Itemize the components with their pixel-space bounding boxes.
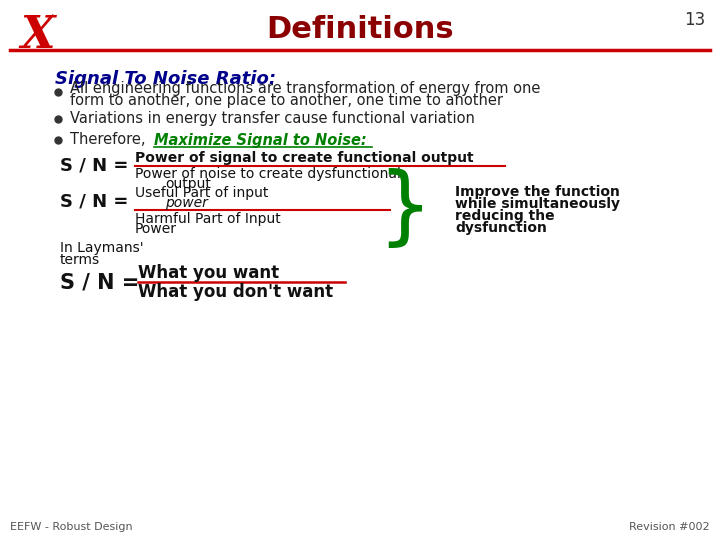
Text: What you don't want: What you don't want xyxy=(138,283,333,301)
Text: Variations in energy transfer cause functional variation: Variations in energy transfer cause func… xyxy=(70,111,475,126)
Text: S / N =: S / N = xyxy=(60,156,128,174)
Text: while simultaneously: while simultaneously xyxy=(455,197,620,211)
Text: EEFW - Robust Design: EEFW - Robust Design xyxy=(10,522,132,532)
Text: Power of signal to create functional output: Power of signal to create functional out… xyxy=(135,151,474,165)
Text: Revision #002: Revision #002 xyxy=(629,522,710,532)
Text: Power: Power xyxy=(135,222,177,236)
Text: Useful Part of input: Useful Part of input xyxy=(135,186,269,200)
Text: S / N =: S / N = xyxy=(60,272,140,292)
Text: 13: 13 xyxy=(684,11,705,29)
Text: In Laymans': In Laymans' xyxy=(60,241,143,255)
Text: Maximize Signal to Noise:: Maximize Signal to Noise: xyxy=(154,132,366,147)
Text: ✓: ✓ xyxy=(45,13,55,23)
Text: Signal To Noise Ratio:: Signal To Noise Ratio: xyxy=(55,70,276,88)
Text: output: output xyxy=(165,177,211,191)
Text: Therefore,: Therefore, xyxy=(70,132,155,147)
Text: terms: terms xyxy=(60,253,100,267)
Text: form to another, one place to another, one time to another: form to another, one place to another, o… xyxy=(70,93,503,109)
Text: X: X xyxy=(21,14,55,57)
Text: Definitions: Definitions xyxy=(266,16,454,44)
Text: }: } xyxy=(377,168,433,252)
Text: reducing the: reducing the xyxy=(455,209,554,223)
Text: Harmful Part of Input: Harmful Part of Input xyxy=(135,212,281,226)
Text: Power of noise to create dysfunctional: Power of noise to create dysfunctional xyxy=(135,167,401,181)
Text: Improve the function: Improve the function xyxy=(455,185,620,199)
Text: power: power xyxy=(165,196,208,210)
Text: S / N =: S / N = xyxy=(60,193,128,211)
Text: dysfunction: dysfunction xyxy=(455,221,547,235)
Text: All engineering functions are transformation of energy from one: All engineering functions are transforma… xyxy=(70,80,541,96)
Text: What you want: What you want xyxy=(138,264,279,282)
